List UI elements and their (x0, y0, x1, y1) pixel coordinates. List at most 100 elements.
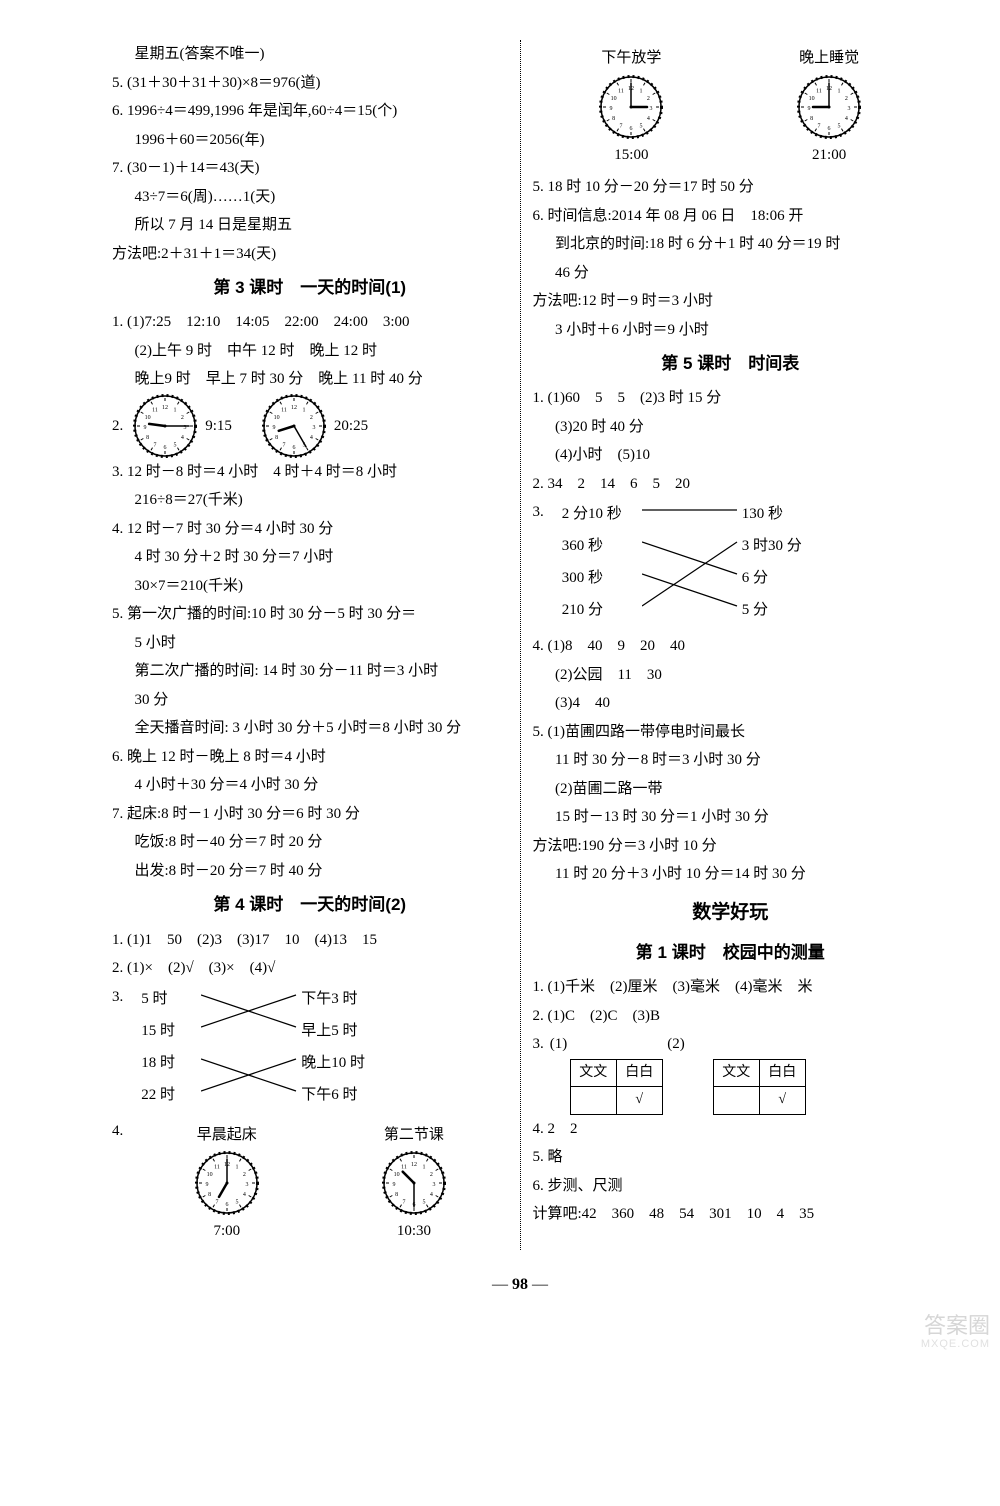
text: 晚上9 时 早上 7 时 30 分 晚上 11 时 40 分 (112, 365, 508, 394)
svg-text:12: 12 (162, 405, 168, 411)
table-cell: √ (616, 1087, 662, 1115)
svg-text:8: 8 (810, 116, 813, 122)
text: 1. (1)千米 (2)厘米 (3)毫米 (4)毫米 米 (533, 973, 929, 1002)
svg-text:9: 9 (272, 425, 275, 431)
judge-table: 文文白白 √ (570, 1059, 663, 1115)
svg-text:2: 2 (647, 96, 650, 102)
clock-title: 早晨起床 (195, 1121, 259, 1150)
section-title: 第 3 课时 一天的时间(1) (112, 272, 508, 304)
clock-icon: 121234567891011 (262, 394, 326, 458)
svg-text:4: 4 (243, 1192, 246, 1198)
text: 星期五(答案不唯一) (112, 40, 508, 69)
svg-text:3: 3 (650, 106, 653, 112)
svg-text:10: 10 (206, 1172, 212, 1178)
label: 3. (112, 983, 123, 1117)
watermark: 答案圈 MXQE.COM (921, 1314, 990, 1350)
clock-block: 下午放学 121234567891011 15:00 (599, 44, 663, 169)
svg-text:3: 3 (245, 1182, 248, 1188)
clock-icon: 121234567891011 (599, 75, 663, 139)
match-item: 5 时 (141, 985, 167, 1014)
table-cell (570, 1087, 616, 1115)
label: 3. (533, 1030, 544, 1059)
text: 6. 1996÷4＝499,1996 年是闰年,60÷4＝15(个) (112, 97, 508, 126)
match-item: 22 时 (141, 1081, 175, 1110)
match-item: 晚上10 时 (301, 1049, 365, 1078)
text: 到北京的时间:18 时 6 分＋1 时 40 分＝19 时 (533, 230, 929, 259)
text: 11 时 20 分＋3 小时 10 分＝14 时 30 分 (533, 860, 929, 889)
section-title: 第 5 课时 时间表 (533, 348, 929, 380)
svg-text:4: 4 (845, 116, 848, 122)
clock-block: 早晨起床 121234567891011 7:00 (195, 1121, 259, 1246)
svg-text:12: 12 (411, 1162, 417, 1168)
label: 3. (533, 498, 544, 632)
svg-text:5: 5 (174, 442, 177, 448)
table-cell: √ (759, 1087, 805, 1115)
text: 30 分 (112, 686, 508, 715)
match-item: 6 分 (742, 564, 768, 593)
clock-time: 15:00 (599, 141, 663, 170)
svg-text:1: 1 (422, 1165, 425, 1171)
svg-text:8: 8 (208, 1192, 211, 1198)
text: 5. (31＋30＋31＋30)×8＝976(道) (112, 69, 508, 98)
svg-text:7: 7 (818, 123, 821, 129)
svg-text:1: 1 (174, 407, 177, 413)
clock-title: 第二节课 (382, 1121, 446, 1150)
svg-text:12: 12 (291, 405, 297, 411)
text: 1. (1)60 5 5 (2)3 时 15 分 (533, 384, 929, 413)
clock-title: 晚上睡觉 (797, 44, 861, 73)
judge-table: 文文白白 √ (713, 1059, 806, 1115)
match-item: 下午3 时 (301, 985, 357, 1014)
svg-text:5: 5 (422, 1199, 425, 1205)
svg-text:5: 5 (640, 123, 643, 129)
svg-text:1: 1 (838, 88, 841, 94)
svg-text:2: 2 (310, 415, 313, 421)
clock-icon: 121234567891011 (195, 1151, 259, 1215)
page-number: 98 (100, 1270, 940, 1300)
svg-text:11: 11 (618, 88, 624, 94)
clock-time: 20:25 (334, 412, 368, 441)
text: 4 时 30 分＋2 时 30 分＝7 小时 (112, 543, 508, 572)
text: (3)4 40 (533, 689, 929, 718)
table-cell: 文文 (713, 1059, 759, 1087)
text: (2)公园 11 30 (533, 661, 929, 690)
table-cell: 白白 (759, 1059, 805, 1087)
text: 7. (30－1)＋14＝43(天) (112, 154, 508, 183)
match-item: 360 秒 (562, 532, 603, 561)
text: 1. (1)7:25 12:10 14:05 22:00 24:00 3:00 (112, 308, 508, 337)
svg-text:10: 10 (611, 96, 617, 102)
svg-text:7: 7 (282, 442, 285, 448)
svg-text:7: 7 (402, 1199, 405, 1205)
svg-text:6: 6 (164, 445, 167, 451)
text: 第二次广播的时间: 14 时 30 分－11 时＝3 小时 (112, 657, 508, 686)
text: 吃饭:8 时－40 分＝7 时 20 分 (112, 828, 508, 857)
text: 4. 12 时－7 时 30 分＝4 小时 30 分 (112, 515, 508, 544)
label: 4. (112, 1117, 123, 1250)
svg-text:4: 4 (430, 1192, 433, 1198)
text: 3 小时＋6 小时＝9 小时 (533, 316, 929, 345)
svg-text:11: 11 (281, 407, 287, 413)
match-item: 5 分 (742, 596, 768, 625)
left-column: 星期五(答案不唯一) 5. (31＋30＋31＋30)×8＝976(道) 6. … (100, 40, 521, 1250)
svg-text:7: 7 (620, 123, 623, 129)
text: (3)20 时 40 分 (533, 413, 929, 442)
table-cell (713, 1087, 759, 1115)
matching-diagram: 2 分10 秒 360 秒 300 秒 210 分 130 秒 3 时30 分 … (562, 500, 882, 630)
text: 4. (1)8 40 9 20 40 (533, 632, 929, 661)
section-title: 第 4 课时 一天的时间(2) (112, 889, 508, 921)
svg-text:11: 11 (152, 407, 158, 413)
text: 方法吧:190 分＝3 小时 10 分 (533, 832, 929, 861)
svg-text:9: 9 (392, 1182, 395, 1188)
text: 方法吧:12 时－9 时＝3 小时 (533, 287, 929, 316)
clock-icon: 121234567891011 (797, 75, 861, 139)
match-lines-icon (642, 500, 742, 630)
section-title: 第 1 课时 校园中的测量 (533, 937, 929, 969)
clock-time: 10:30 (382, 1217, 446, 1246)
text: 4 小时＋30 分＝4 小时 30 分 (112, 771, 508, 800)
svg-text:8: 8 (146, 435, 149, 441)
svg-text:2: 2 (181, 415, 184, 421)
match-item: 300 秒 (562, 564, 603, 593)
clock-time: 9:15 (205, 412, 232, 441)
svg-text:10: 10 (145, 415, 151, 421)
svg-text:9: 9 (610, 106, 613, 112)
text: 全天播音时间: 3 小时 30 分＋5 小时＝8 小时 30 分 (112, 714, 508, 743)
